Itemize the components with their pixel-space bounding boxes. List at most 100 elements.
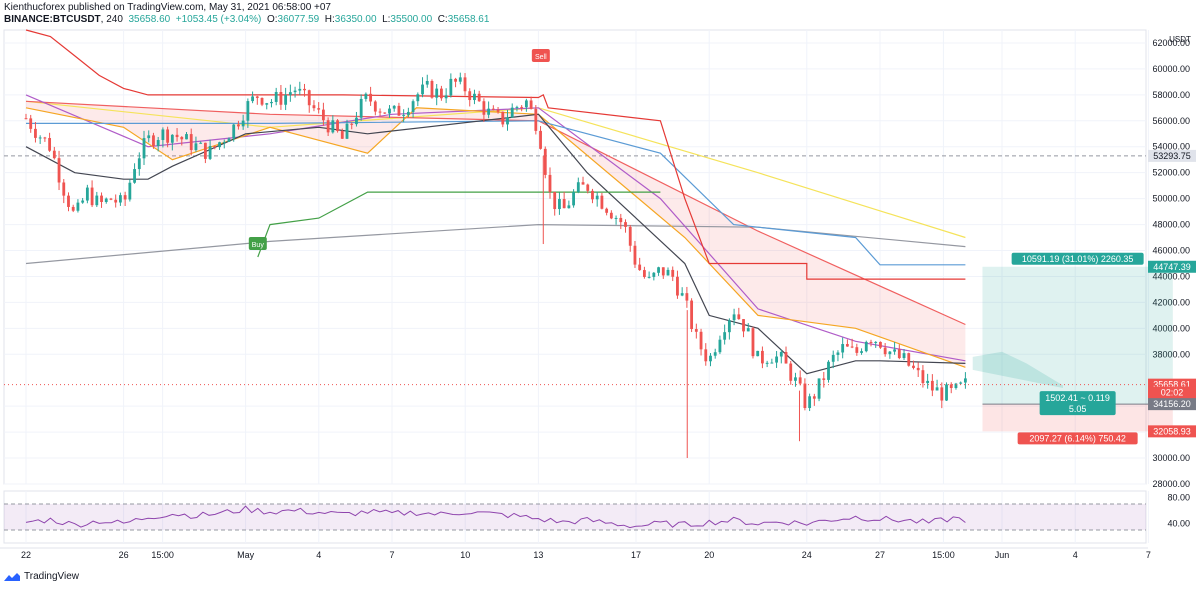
candle <box>520 105 524 112</box>
sell-signal-label: Sell <box>535 54 547 61</box>
candle <box>383 112 387 115</box>
candle <box>638 257 642 271</box>
future-cloud <box>972 351 1063 389</box>
stop-label: 2097.27 (6.14%) 750.42 <box>1029 433 1126 443</box>
interval[interactable]: 240 <box>106 14 123 25</box>
candle <box>388 105 391 118</box>
ma-purple-line <box>25 94 966 362</box>
candle-body <box>595 195 599 200</box>
candle-body <box>732 314 736 321</box>
candle-body <box>142 138 146 159</box>
candle <box>496 107 500 114</box>
candle <box>690 298 694 333</box>
candle-body <box>888 351 892 355</box>
candle <box>572 189 575 208</box>
y-tick-label: 30000.00 <box>1152 453 1190 463</box>
candle-body <box>591 190 594 200</box>
candle-body <box>907 353 911 366</box>
candle <box>71 204 75 213</box>
candle-body <box>147 135 151 139</box>
candle-body <box>274 91 278 102</box>
candle <box>378 108 382 117</box>
candle-body <box>831 354 835 362</box>
candle-body <box>85 187 89 201</box>
candle <box>624 219 627 233</box>
candle-body <box>449 78 453 96</box>
candle-body <box>581 182 585 185</box>
candle <box>841 337 845 359</box>
candle-body <box>279 91 283 105</box>
candle <box>709 353 712 367</box>
candle <box>303 83 306 97</box>
candle <box>855 343 859 356</box>
candle-body <box>723 332 727 340</box>
ratio-label-line2: 5.05 <box>1069 404 1087 414</box>
candle-body <box>76 202 80 211</box>
candle-body <box>425 80 429 85</box>
ma-slow-line <box>25 223 966 265</box>
candle <box>949 382 953 394</box>
candle-body <box>558 199 561 210</box>
candle-body <box>355 117 358 125</box>
y-tick-label: 48000.00 <box>1152 220 1190 230</box>
candle-body <box>624 222 627 227</box>
candle-body <box>506 117 509 125</box>
candle <box>326 117 330 136</box>
candle-body <box>902 353 906 359</box>
candle-body <box>109 198 113 200</box>
tradingview-logo-icon <box>4 572 20 581</box>
candle-body <box>671 269 675 277</box>
candle <box>718 335 722 355</box>
candle-body <box>81 200 85 203</box>
candle-body <box>104 198 108 203</box>
candle <box>321 102 325 126</box>
candle <box>251 91 254 104</box>
candle <box>836 350 840 362</box>
candle <box>794 372 797 387</box>
candle-body <box>421 84 424 95</box>
candle <box>62 179 66 204</box>
symbol-name[interactable]: BINANCE:BTCUSDT <box>4 14 101 25</box>
candle-body <box>949 384 953 389</box>
candle <box>661 267 665 279</box>
candle <box>647 271 651 279</box>
candle <box>57 150 61 191</box>
candle-body <box>921 370 925 384</box>
ratio-label-box <box>1039 391 1116 416</box>
candle-body <box>864 341 868 352</box>
candle-body <box>137 158 141 170</box>
candle-body <box>935 387 939 391</box>
candle-body <box>761 350 764 364</box>
candle-body <box>694 329 698 332</box>
candle <box>628 224 632 252</box>
candle-body <box>43 137 47 139</box>
candle-body <box>586 184 590 191</box>
high-value: 36350.00 <box>334 14 377 25</box>
candle-body <box>175 134 179 138</box>
candle-body <box>203 142 207 159</box>
x-tick-label: May <box>237 550 255 560</box>
price-axis-label-box <box>1148 425 1196 438</box>
price-axis-label-box <box>1148 260 1196 273</box>
candle-body <box>883 347 887 355</box>
candle <box>317 102 321 114</box>
candle <box>775 351 778 368</box>
x-tick-label: 15:00 <box>151 550 174 560</box>
candle-body <box>199 142 203 144</box>
y-tick-label: 54000.00 <box>1152 142 1190 152</box>
candle <box>680 287 684 297</box>
x-tick-label: 4 <box>1073 550 1078 560</box>
candle <box>482 98 486 122</box>
candle-body <box>430 80 434 98</box>
candle <box>189 128 193 156</box>
candle-body <box>930 380 934 391</box>
candle-body <box>765 362 769 364</box>
candle <box>756 350 760 357</box>
x-tick-label: 10 <box>460 550 470 560</box>
candle <box>364 92 368 102</box>
candle <box>926 373 930 389</box>
candle <box>883 343 887 357</box>
candle-body <box>114 199 118 203</box>
open-value: 36077.59 <box>277 14 320 25</box>
